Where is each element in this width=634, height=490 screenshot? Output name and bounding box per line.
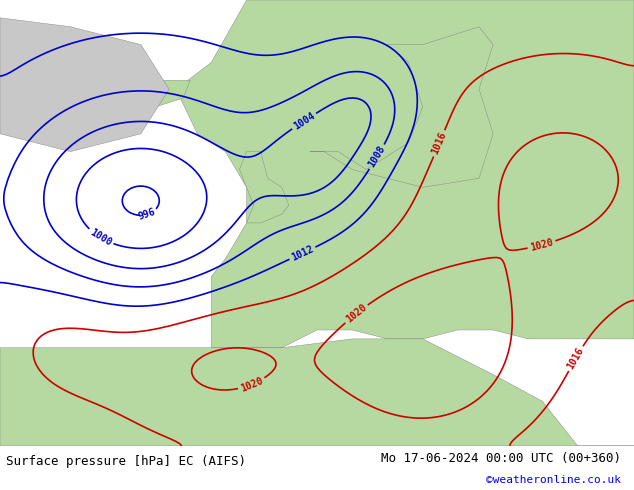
Text: 1012: 1012	[290, 244, 315, 263]
Text: 1004: 1004	[292, 110, 316, 132]
Text: 1020: 1020	[529, 237, 554, 253]
Text: Surface pressure [hPa] EC (AIFS): Surface pressure [hPa] EC (AIFS)	[6, 455, 247, 468]
Text: 1016: 1016	[430, 131, 448, 156]
Text: Mo 17-06-2024 00:00 UTC (00+360): Mo 17-06-2024 00:00 UTC (00+360)	[381, 452, 621, 465]
Text: 1020: 1020	[239, 375, 264, 393]
Polygon shape	[0, 339, 634, 446]
Polygon shape	[240, 151, 289, 223]
Text: 1020: 1020	[344, 302, 368, 325]
Text: 1008: 1008	[366, 144, 387, 170]
Text: 1016: 1016	[566, 346, 586, 371]
Text: 996: 996	[136, 207, 157, 222]
Polygon shape	[0, 18, 169, 151]
Text: 1000: 1000	[88, 227, 113, 248]
Text: ©weatheronline.co.uk: ©weatheronline.co.uk	[486, 475, 621, 485]
Polygon shape	[113, 80, 190, 107]
Polygon shape	[310, 27, 493, 187]
Polygon shape	[176, 0, 634, 348]
